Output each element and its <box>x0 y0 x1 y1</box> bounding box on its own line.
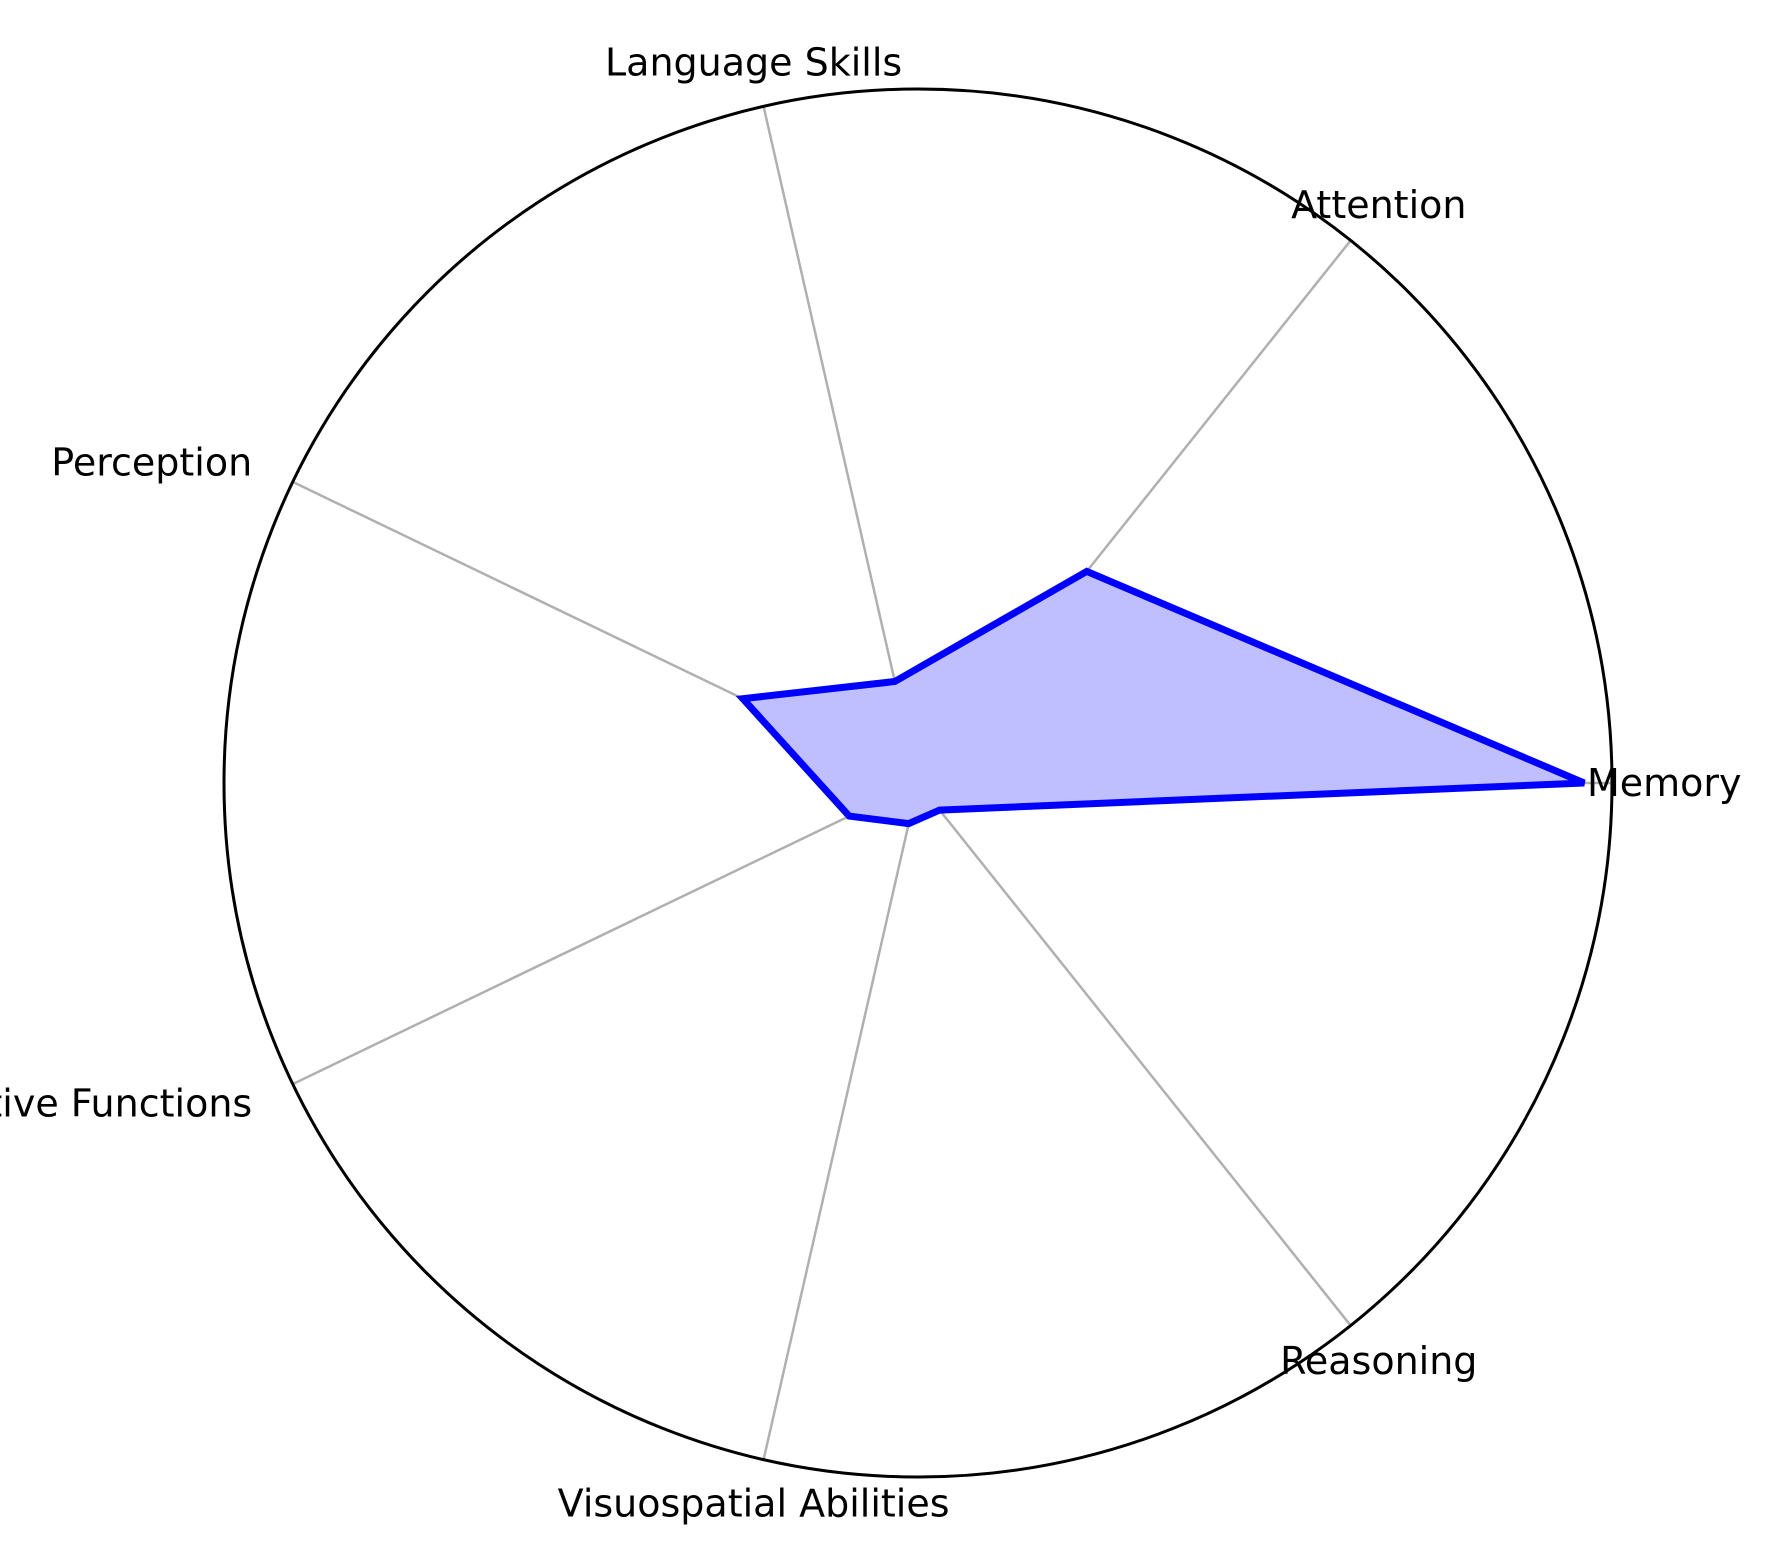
series-area <box>742 571 1585 824</box>
category-label-perception: Perception <box>51 440 252 484</box>
category-label-attention: Attention <box>1291 183 1466 227</box>
category-label-reasoning: Reasoning <box>1280 1339 1477 1383</box>
spoke-visuospatial-abilities <box>762 782 920 1460</box>
radar-outer-circle <box>222 87 1614 1479</box>
category-label-visuospatial-abilities: Visuospatial Abilities <box>558 1482 950 1526</box>
spoke-language-skills <box>762 106 920 784</box>
category-label-executive-functions: Executive Functions <box>0 1082 252 1126</box>
category-labels: Memory Attention Language Skills Perception… <box>0 41 1742 1526</box>
category-label-memory: Memory <box>1587 761 1742 805</box>
spoke-reasoning <box>917 782 1352 1327</box>
series-line <box>735 567 1586 828</box>
spoke-executive-functions <box>292 781 919 1086</box>
category-label-language-skills: Language Skills <box>605 41 902 85</box>
